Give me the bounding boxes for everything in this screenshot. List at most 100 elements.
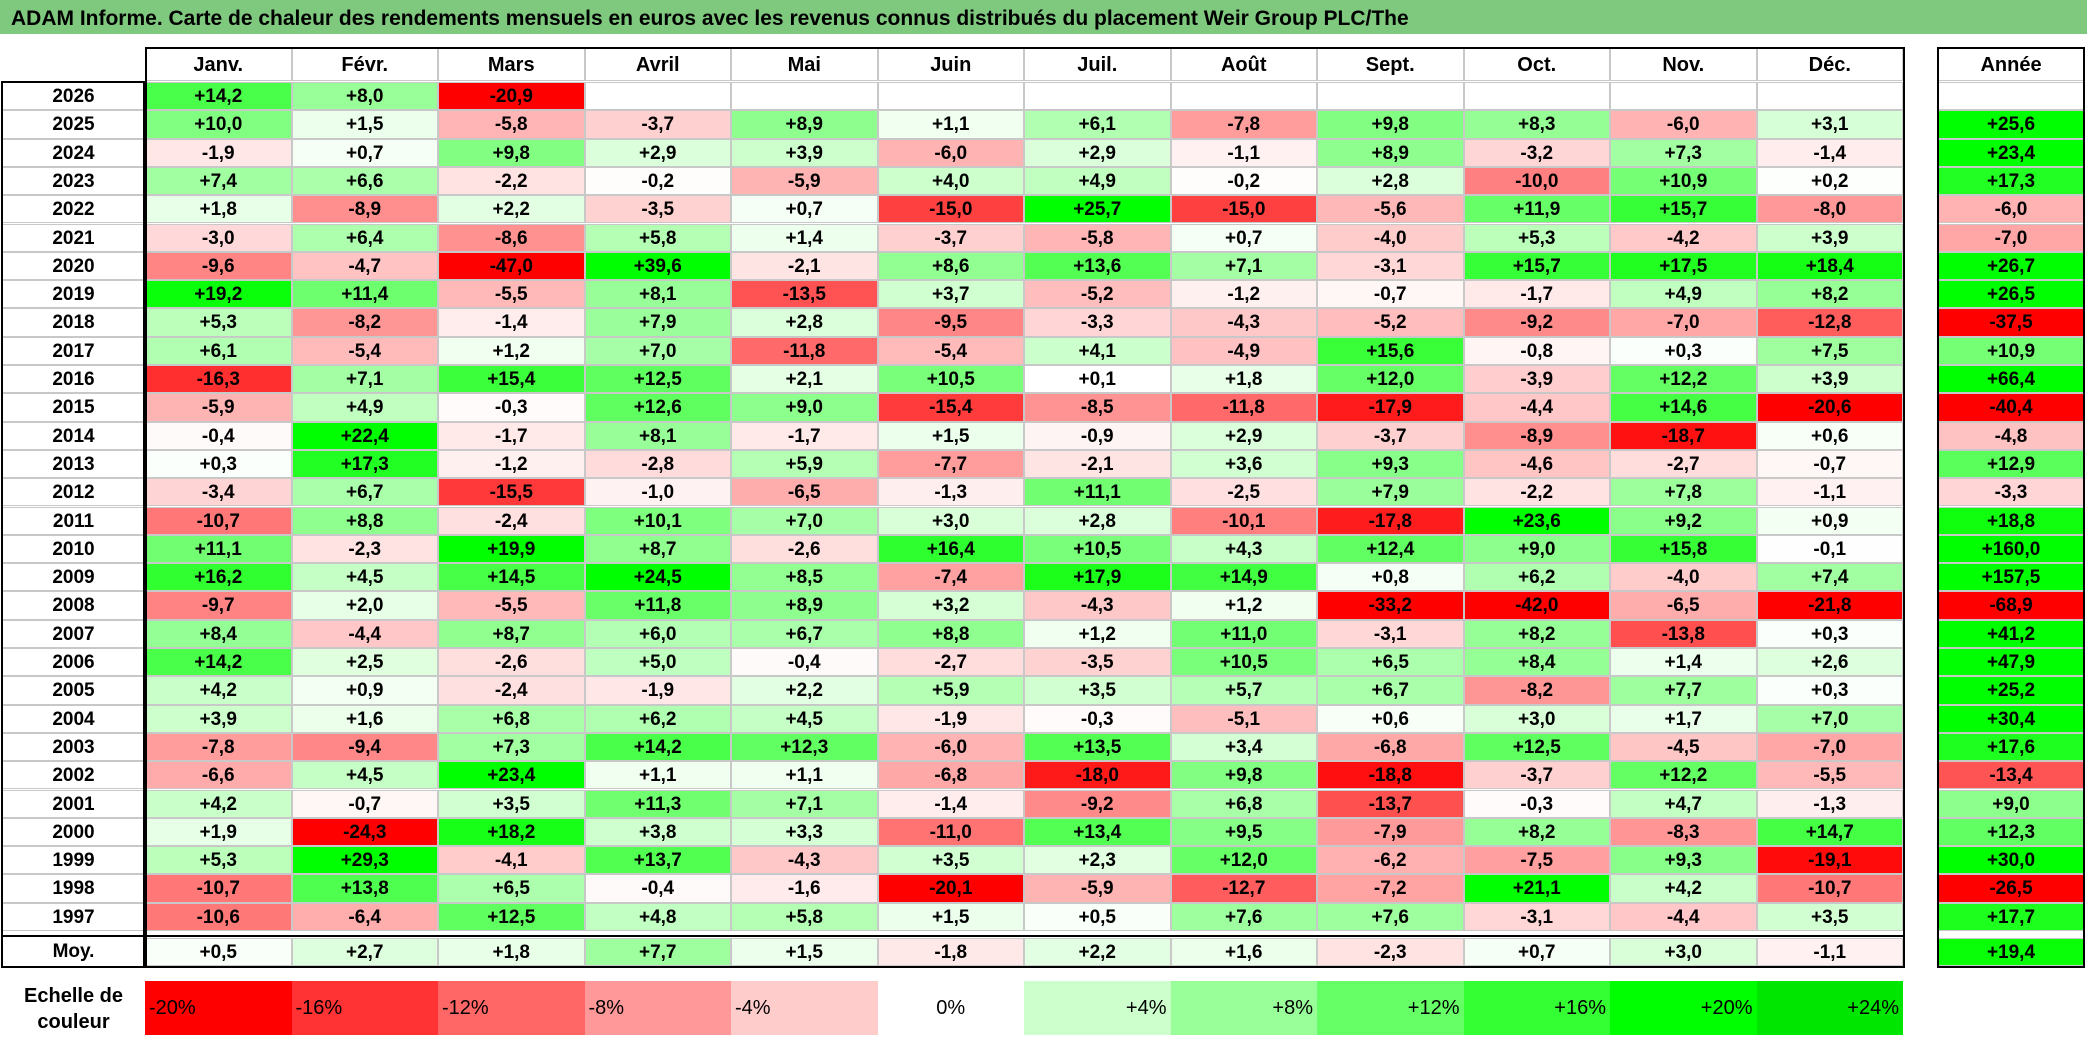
heatmap-cell: +0,6 [1317, 704, 1464, 733]
heatmap-cell: -5,4 [291, 336, 438, 365]
heatmap-cell: +4,9 [291, 393, 438, 422]
color-scale-swatch: +8% [1170, 981, 1317, 1035]
heatmap-cell: -4,9 [1170, 336, 1317, 365]
heatmap-cell: +1,1 [877, 110, 1024, 139]
heatmap-cell: +7,1 [731, 789, 878, 818]
average-cell: -2,3 [1317, 938, 1464, 966]
heatmap-cell: +15,4 [438, 365, 585, 394]
year-label: 2008 [2, 591, 145, 620]
heatmap-cell: -11,8 [731, 336, 878, 365]
heatmap-cell: +2,8 [1317, 166, 1464, 196]
heatmap-cell: +7,9 [584, 308, 731, 337]
heatmap-cell: +8,1 [584, 280, 731, 309]
heatmap-cell: -2,2 [1463, 478, 1610, 507]
heatmap-cell: -0,4 [731, 648, 878, 677]
year-label: 2020 [2, 251, 145, 281]
heatmap-cell: -5,5 [1756, 761, 1903, 790]
heatmap-cell: +5,9 [877, 676, 1024, 705]
heatmap-cell: +12,5 [438, 902, 585, 931]
average-cell: +3,0 [1610, 938, 1757, 966]
annual-cell: -6,0 [1938, 195, 2084, 224]
heatmap-cell: -1,7 [731, 421, 878, 450]
heatmap-cell: +3,5 [1024, 676, 1171, 705]
heatmap-cell: -7,7 [877, 449, 1024, 479]
heatmap-cell: +2,1 [731, 365, 878, 394]
heatmap-cell: -3,3 [1024, 308, 1171, 337]
heatmap-cell: -5,9 [731, 166, 878, 196]
year-label: 2005 [2, 676, 145, 705]
heatmap-cell: +9,8 [1317, 110, 1464, 139]
heatmap-cell: -10,0 [1463, 166, 1610, 196]
heatmap-cell: -18,7 [1610, 421, 1757, 450]
heatmap-cell: -7,4 [877, 563, 1024, 592]
heatmap-cell: +17,3 [291, 449, 438, 479]
average-cell: +0,5 [145, 938, 292, 966]
heatmap-cell: -0,3 [438, 393, 585, 422]
month-header: Août [1170, 48, 1317, 81]
heatmap-cell: +14,9 [1170, 563, 1317, 592]
heatmap-cell: +6,7 [731, 619, 878, 648]
heatmap-cell: +0,3 [1756, 619, 1903, 648]
heatmap-cell: +10,1 [584, 506, 731, 535]
heatmap-cell: +5,0 [584, 648, 731, 677]
month-header: Janv. [145, 48, 292, 81]
separator-line [2, 935, 1903, 937]
heatmap-cell: +7,7 [1610, 676, 1757, 705]
annual-cell: +30,0 [1938, 846, 2084, 875]
heatmap-cell: -10,1 [1170, 506, 1317, 535]
heatmap-cell: +8,9 [1317, 138, 1464, 167]
heatmap-cell: -7,8 [145, 732, 292, 762]
heatmap-cell: -6,8 [1317, 732, 1464, 762]
year-label: 2025 [2, 110, 145, 139]
heatmap-cell: -21,8 [1756, 591, 1903, 620]
heatmap-cell: +1,1 [731, 761, 878, 790]
year-label: 2021 [2, 223, 145, 252]
heatmap-cell: +22,4 [291, 421, 438, 450]
annual-cell: +160,0 [1938, 534, 2084, 564]
heatmap-cell: +14,2 [145, 648, 292, 677]
heatmap-cell: -0,2 [584, 166, 731, 196]
heatmap-cell: +11,3 [584, 789, 731, 818]
heatmap-cell: -24,3 [291, 817, 438, 847]
heatmap-cell: -20,9 [438, 82, 585, 111]
heatmap-cell: +4,2 [145, 789, 292, 818]
heatmap-cell: -8,5 [1024, 393, 1171, 422]
heatmap-cell: +12,5 [584, 365, 731, 394]
heatmap-cell: +10,9 [1610, 166, 1757, 196]
heatmap-cell: -0,7 [291, 789, 438, 818]
heatmap-cell: +7,5 [1756, 336, 1903, 365]
heatmap-cell: +4,0 [877, 166, 1024, 196]
month-header: Déc. [1756, 48, 1903, 81]
heatmap-cell: -9,6 [145, 251, 292, 281]
color-scale-swatch: -12% [438, 981, 585, 1035]
heatmap-cell: -1,2 [1170, 280, 1317, 309]
heatmap-cell [1024, 82, 1171, 111]
heatmap-cell: -1,1 [1756, 478, 1903, 507]
heatmap-cell: +3,0 [877, 506, 1024, 535]
month-header: Févr. [291, 48, 438, 81]
annual-cell: -26,5 [1938, 874, 2084, 903]
heatmap-cell: -7,2 [1317, 874, 1464, 903]
heatmap-cell: +5,7 [1170, 676, 1317, 705]
heatmap-cell: -47,0 [438, 251, 585, 281]
heatmap-cell: +5,3 [1463, 223, 1610, 252]
heatmap-cell: -4,6 [1463, 449, 1610, 479]
heatmap-cell: +11,0 [1170, 619, 1317, 648]
heatmap-cell: -16,3 [145, 365, 292, 394]
heatmap-cell: +8,2 [1463, 619, 1610, 648]
heatmap-cell: +6,8 [1170, 789, 1317, 818]
heatmap-cell: -4,4 [1463, 393, 1610, 422]
heatmap-cell: -10,7 [1756, 874, 1903, 903]
heatmap-cell: +12,6 [584, 393, 731, 422]
heatmap-cell: +14,2 [145, 82, 292, 111]
heatmap-cell: -6,5 [1610, 591, 1757, 620]
heatmap-cell: -12,7 [1170, 874, 1317, 903]
average-cell: -1,1 [1756, 938, 1903, 966]
heatmap-cell: +3,0 [1463, 704, 1610, 733]
year-label: 2016 [2, 365, 145, 394]
heatmap-cell: -7,8 [1170, 110, 1317, 139]
heatmap-cell: -1,9 [145, 138, 292, 167]
heatmap-cell: -5,5 [438, 591, 585, 620]
color-scale-swatch: +24% [1756, 981, 1903, 1035]
heatmap-cell: -13,8 [1610, 619, 1757, 648]
